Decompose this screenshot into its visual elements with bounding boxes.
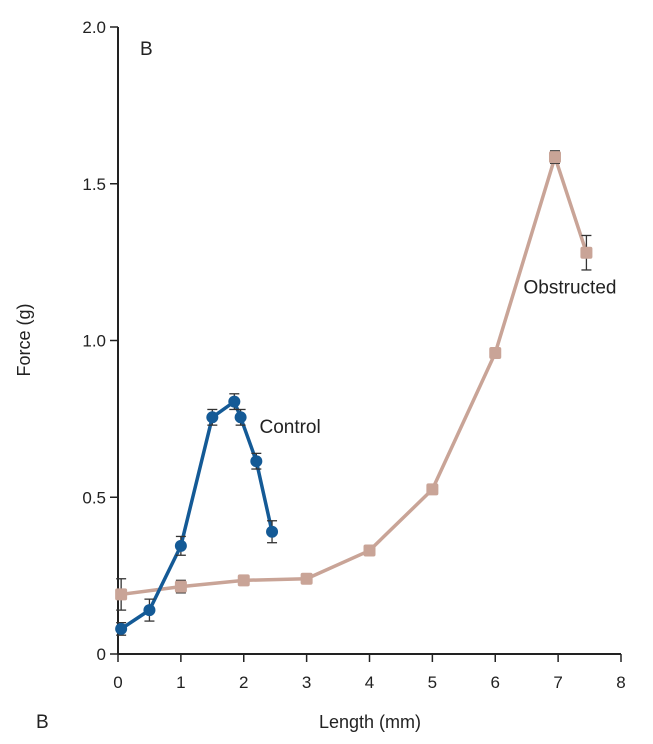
axes: 0 1 2 3 4 5 6 7 8 0 0.5 1.0 1.5 2.0 <box>82 18 625 692</box>
series-line-control <box>120 399 274 631</box>
data-point <box>206 411 219 424</box>
series-label-control: Control <box>259 417 320 438</box>
data-point <box>174 580 187 593</box>
data-point <box>548 151 561 164</box>
data-point <box>174 539 187 552</box>
data-point <box>266 525 279 538</box>
series-obstructed <box>115 150 593 611</box>
panel-label-bottom: B <box>36 712 49 733</box>
series-layer <box>115 150 593 636</box>
data-point <box>363 544 376 557</box>
data-point <box>115 588 128 601</box>
x-tick-label: 3 <box>302 673 311 692</box>
data-point <box>143 604 156 617</box>
data-point <box>228 395 241 408</box>
data-point <box>426 483 439 496</box>
series-control <box>115 393 279 636</box>
series-line-obstructed <box>120 155 589 597</box>
y-axis-title: Force (g) <box>14 303 34 376</box>
series-label-obstructed: Obstructed <box>524 277 617 298</box>
data-point <box>580 246 593 259</box>
x-tick-label: 1 <box>176 673 185 692</box>
y-tick-label: 1.0 <box>82 332 106 351</box>
y-tick-label: 0 <box>97 645 106 664</box>
data-point <box>234 411 247 424</box>
data-point <box>250 455 263 468</box>
x-tick-label: 6 <box>491 673 500 692</box>
data-point <box>300 572 313 585</box>
y-tick-label: 0.5 <box>82 488 106 507</box>
data-point <box>489 347 502 360</box>
x-tick-label: 0 <box>113 673 122 692</box>
data-point <box>115 622 128 635</box>
x-tick-label: 8 <box>616 673 625 692</box>
x-axis-title: Length (mm) <box>319 712 421 732</box>
x-tick-label: 5 <box>428 673 437 692</box>
y-tick-label: 1.5 <box>82 175 106 194</box>
x-tick-label: 7 <box>553 673 562 692</box>
y-tick-label: 2.0 <box>82 18 106 37</box>
x-tick-label: 2 <box>239 673 248 692</box>
x-tick-label: 4 <box>365 673 374 692</box>
data-point <box>237 574 250 587</box>
labels-layer: B B Length (mm) Force (g) Control Obstruc… <box>14 39 616 733</box>
panel-label-inside: B <box>140 39 153 60</box>
